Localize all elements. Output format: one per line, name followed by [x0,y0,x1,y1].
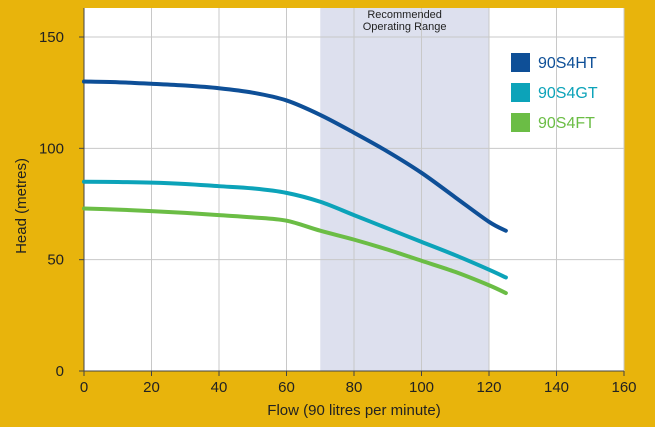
series-line-90S4FT [82,206,508,296]
legend-label: 90S4HT [538,55,597,72]
y-tick-label: 50 [47,252,64,269]
legend: 90S4HT 90S4GT 90S4FT [511,53,598,132]
series-group [82,79,508,296]
axes: 0 20 40 60 80 100 120 140 160 0 50 100 150 [39,8,637,396]
x-tick-label: 60 [278,379,295,396]
band-label-line1: Recommended [367,9,442,21]
x-tick-label: 0 [80,379,88,396]
grid-lines [84,8,625,371]
series-line-90S4HT [82,79,508,233]
x-tick-label: 140 [544,379,569,396]
x-tick-label: 40 [211,379,228,396]
legend-swatch [511,83,530,102]
legend-swatch [511,53,530,72]
y-axis-label: Head (metres) [13,158,30,254]
legend-label: 90S4GT [538,85,598,102]
y-tick-label: 100 [39,140,64,157]
x-tick-label: 20 [143,379,160,396]
x-tick-label: 120 [476,379,501,396]
x-tick-label: 160 [611,379,636,396]
y-tick-label: 150 [39,29,64,46]
y-tick-label: 0 [56,363,64,380]
x-axis-label: Flow (90 litres per minute) [267,402,440,419]
band-label-line2: Operating Range [363,21,447,33]
legend-swatch [511,113,530,132]
x-tick-label: 80 [346,379,363,396]
legend-label: 90S4FT [538,115,595,132]
operating-range-band [320,8,489,371]
series-line-90S4GT [82,179,508,280]
x-tick-label: 100 [409,379,434,396]
